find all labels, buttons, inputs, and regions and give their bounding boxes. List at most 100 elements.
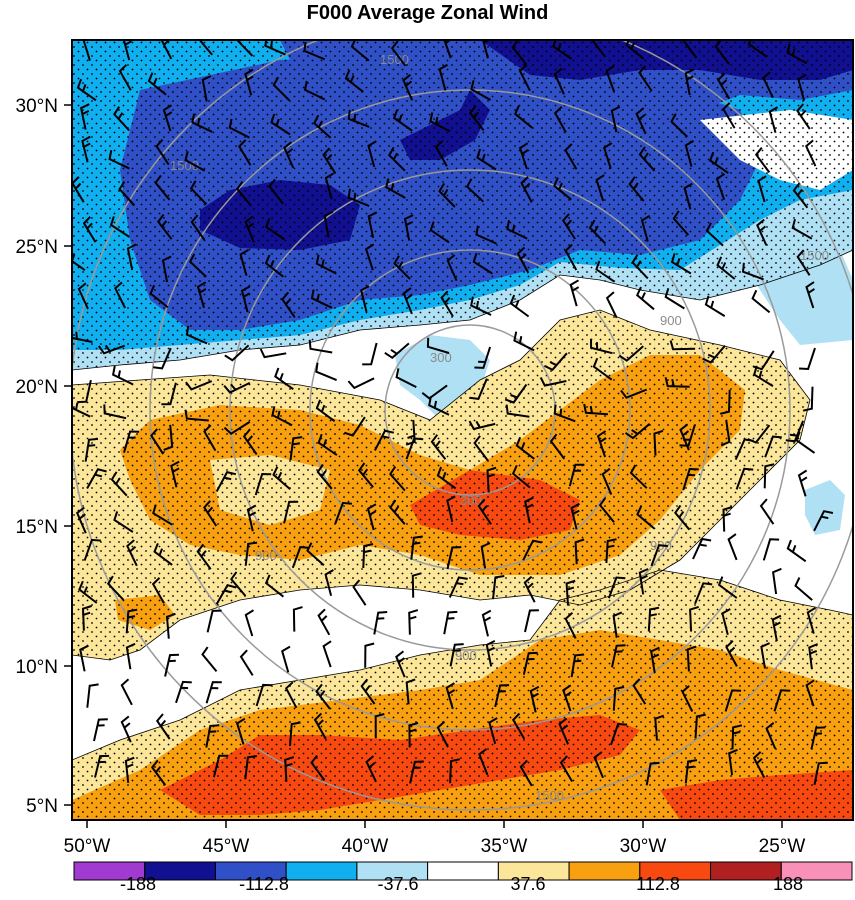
wind-barb [265,218,285,241]
wind-barb [509,294,530,318]
wind-barb [762,71,774,99]
wind-barb [387,146,406,172]
wind-barb [759,498,775,525]
wind-barb [653,429,664,456]
wind-barb [477,498,492,525]
wind-barb [505,404,530,418]
wind-barb [77,379,92,404]
wind-barb [632,678,647,705]
wind-barb [155,138,170,166]
wind-barb [705,222,724,247]
map-plot-area: 300 900 1500 900 1500 900 1500 300 900 1… [72,40,853,820]
wind-barb [238,139,252,166]
wind-barb [511,712,526,740]
wind-barb [727,533,738,561]
wind-barb [638,146,656,172]
wind-barb [289,436,303,461]
wind-barb [511,464,531,489]
wind-barb [163,424,174,451]
wind-barb [763,463,775,489]
wind-barb [86,683,99,708]
wind-barb [485,640,496,667]
wind-barb [374,429,395,451]
wind-barb [366,503,377,531]
wind-barb [813,761,828,785]
wind-barb [274,367,294,391]
wind-barb [449,643,464,667]
wind-barb [607,576,626,599]
latitude-axis: 30°N 25°N 20°N 15°N 10°N 5°N [16,96,72,817]
wind-barb [405,678,416,705]
wind-barb [185,325,208,345]
wind-barb [150,759,167,786]
wind-barb [518,64,531,92]
wind-barb [717,576,738,599]
wind-barb [625,40,645,60]
wind-barb [674,504,691,531]
wind-barb [244,541,258,566]
wind-barb [771,614,782,642]
wind-barb [390,40,407,67]
wind-barb [469,378,488,400]
wind-barb [109,216,131,238]
wind-barb [239,249,249,276]
wind-barb [240,285,251,313]
wind-barb [610,722,628,746]
wind-barb [482,40,491,59]
lon-tick-label: 30°W [620,836,667,857]
wind-barb [810,726,826,750]
wind-barb [289,721,301,747]
wind-barb [797,469,808,497]
wind-barb [612,686,625,711]
wind-barb [215,584,237,605]
wind-barb [595,260,616,283]
wind-barb [752,751,766,778]
ring-label: 900 [255,548,277,563]
wind-barb [672,210,690,236]
wind-barb [734,438,754,461]
lat-tick-label: 20°N [16,377,58,398]
wind-barb [235,40,254,57]
wind-barb [203,424,217,452]
wind-barb [724,689,742,712]
wind-barb [684,140,695,167]
wind-barb [72,331,93,343]
wind-barb [445,682,456,710]
wind-barb [474,346,492,369]
wind-barb [244,68,254,96]
wind-barb [315,254,337,275]
wind-barb [506,220,528,240]
wind-barb [191,113,213,133]
wind-barb [518,142,529,170]
wind-barb [228,118,250,139]
wind-barb [440,290,454,318]
wind-barb [84,437,99,462]
wind-barb [640,214,651,242]
wind-barb [429,221,450,244]
wind-barb [786,43,808,65]
wind-barb [692,537,712,560]
wind-barb [242,428,258,455]
wind-barb [570,653,585,678]
wind-barb [448,576,468,598]
wind-barb [791,218,813,240]
wind-barb [259,348,287,359]
wind-barb [795,431,816,454]
range-ring-labels: 300 900 1500 900 1500 900 1500 300 900 1… [170,52,829,803]
wind-barb [513,331,535,352]
wind-barb [362,342,378,366]
wind-barb [281,291,296,318]
wind-barb [347,109,370,128]
wind-barb [443,610,458,635]
wind-barb [113,511,134,533]
wind-barb [347,188,370,207]
wind-barb [362,543,374,569]
wind-barb [184,409,209,422]
wind-barb [310,289,333,309]
wind-barb [322,147,337,174]
wind-barb [636,505,655,530]
wind-barb [524,496,534,524]
wind-barb [702,344,726,364]
wind-barb [75,506,87,534]
wind-barb [308,339,333,354]
